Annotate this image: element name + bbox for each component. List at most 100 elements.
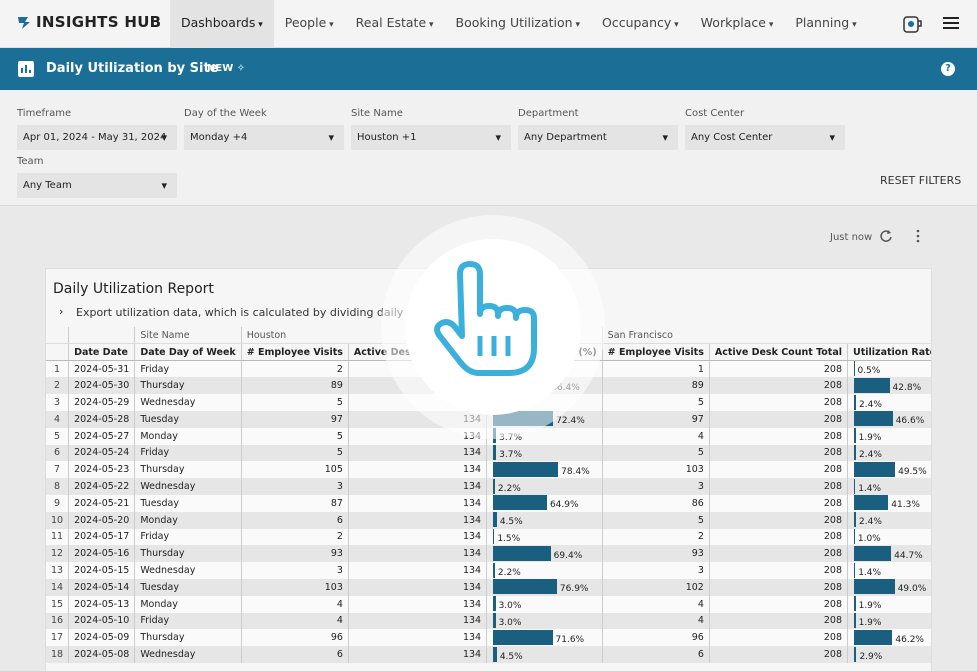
desk-count-cell: 134 [348, 444, 488, 462]
filter-select[interactable]: Apr 01, 2024 - May 31, 2024 [17, 125, 177, 150]
desk-count-cell: 134 [348, 478, 488, 495]
filter: Site Name Houston +1 [351, 108, 511, 150]
rate-content: 1.4% [854, 562, 931, 579]
column-header[interactable]: Date Date [68, 343, 136, 362]
nav-item[interactable]: Booking Utilization [445, 0, 591, 48]
rate-cell: 1.0% [847, 528, 931, 546]
rate-bar [854, 495, 889, 511]
menu-icon[interactable] [943, 16, 959, 30]
expand-icon[interactable]: › [59, 305, 64, 318]
export-text[interactable]: Export utilization data, which is calcul… [76, 306, 425, 319]
rate-cell: 44.7% [847, 545, 931, 563]
column-header[interactable]: # Employee Visits [602, 343, 710, 362]
rate-content: 71.6% [493, 629, 601, 646]
day-cell: Thursday [134, 545, 242, 563]
table-row: 9 2024-05-21 Tuesday 87 134 64.9% 86 208 41.3% [46, 494, 931, 512]
rate-content: 3.0% [493, 596, 601, 612]
rate-label: 2.4% [859, 449, 882, 460]
filter-select[interactable]: Houston +1 [351, 125, 511, 150]
rate-cell: 69.4% [486, 545, 603, 563]
column-header[interactable]: Utilization Rate (%) [847, 343, 931, 362]
rate-bar [854, 461, 896, 477]
rate-cell: 71.6% [486, 629, 603, 647]
rate-cell: 46.6% [847, 410, 931, 428]
nav-item[interactable]: Workplace [690, 0, 785, 48]
visits-cell: 5 [241, 444, 349, 462]
row-number: 8 [46, 478, 70, 495]
rate-bar [493, 495, 547, 511]
table-row: 13 2024-05-15 Wednesday 3 134 2.2% 3 208 1.4% [46, 562, 931, 579]
day-cell: Wednesday [134, 562, 242, 579]
row-number: 2 [46, 377, 70, 395]
rate-cell: 64.9% [486, 494, 603, 512]
rate-bar [493, 596, 496, 612]
user-icon[interactable] [900, 10, 924, 36]
help-button[interactable]: ? [941, 62, 955, 76]
rate-label: 1.5% [497, 533, 521, 544]
row-number: 5 [46, 427, 70, 445]
visits-cell: 6 [602, 646, 710, 663]
table-row: 12 2024-05-16 Thursday 93 134 69.4% 93 208 44.7% [46, 545, 931, 563]
rate-cell: 4.5% [486, 511, 603, 529]
column-header[interactable]: Date Day of Week [134, 343, 242, 362]
brand[interactable]: INSIGHTS HUB [16, 13, 161, 31]
nav-item[interactable]: Planning [784, 0, 867, 48]
rate-bar [493, 629, 553, 645]
row-number: 14 [46, 578, 70, 596]
nav-item[interactable]: People [274, 0, 345, 48]
rate-content: 1.4% [854, 478, 931, 495]
visits-cell: 96 [241, 629, 349, 647]
rate-bar [493, 461, 559, 477]
new-badge: NEW ✧ [207, 63, 246, 74]
filter-select[interactable]: Any Cost Center [685, 125, 845, 150]
filter-select[interactable]: Any Department [518, 125, 678, 150]
visits-cell: 97 [602, 410, 710, 428]
table-row: 15 2024-05-13 Monday 4 134 3.0% 4 208 1.9% [46, 595, 931, 613]
rate-label: 69.4% [553, 550, 583, 561]
brand-text: INSIGHTS HUB [36, 13, 162, 31]
rate-bar [493, 545, 551, 561]
date-cell: 2024-05-09 [68, 629, 136, 647]
nav-item[interactable]: Real Estate [345, 0, 445, 48]
more-icon[interactable] [915, 229, 921, 243]
rate-cell: 3.7% [486, 444, 603, 462]
column-header[interactable]: Active Desk Count Total [709, 343, 849, 362]
row-number: 7 [46, 461, 70, 479]
report-title: Daily Utilization Report [53, 281, 214, 297]
column-header[interactable]: # Employee Visits [241, 343, 349, 362]
rate-label: 78.4% [561, 466, 590, 477]
rate-bar [854, 629, 893, 645]
nav-item[interactable]: Occupancy [591, 0, 690, 48]
date-cell: 2024-05-10 [68, 612, 136, 630]
desk-count-cell: 208 [709, 562, 849, 579]
filter: Team Any Team [17, 156, 177, 198]
filter-select[interactable]: Monday +4 [184, 125, 344, 150]
reset-filters[interactable]: RESET FILTERS [880, 174, 962, 187]
refresh-icon[interactable] [879, 229, 893, 243]
table-row: 16 2024-05-10 Friday 4 134 3.0% 4 208 1.9% [46, 612, 931, 630]
desk-count-cell: 134 [348, 545, 488, 563]
desk-count-cell: 134 [348, 612, 488, 630]
dashboard-title: Daily Utilization by Site [46, 61, 219, 76]
rate-bar [854, 579, 895, 595]
row-number: 10 [46, 511, 70, 529]
visits-cell: 5 [241, 427, 349, 445]
rate-cell: 1.4% [847, 562, 931, 579]
day-cell: Tuesday [134, 410, 242, 428]
rate-label: 1.9% [858, 433, 882, 444]
row-number: 3 [46, 394, 70, 411]
filter-select[interactable]: Any Team [17, 173, 177, 198]
desk-count-cell: 208 [709, 545, 849, 563]
visits-cell: 4 [241, 612, 349, 630]
desk-count-cell: 208 [709, 410, 849, 428]
date-cell: 2024-05-08 [68, 646, 136, 663]
rate-content: 3.0% [493, 612, 601, 629]
table-row: 18 2024-05-08 Wednesday 6 134 4.5% 6 208 2.9% [46, 646, 931, 663]
rate-content: 46.6% [854, 411, 931, 427]
rate-content: 64.9% [493, 495, 601, 511]
updated-time: Just now [830, 232, 873, 243]
badge-text: NEW [207, 63, 234, 74]
row-number: 12 [46, 545, 70, 563]
nav-item[interactable]: Dashboards [170, 0, 274, 48]
